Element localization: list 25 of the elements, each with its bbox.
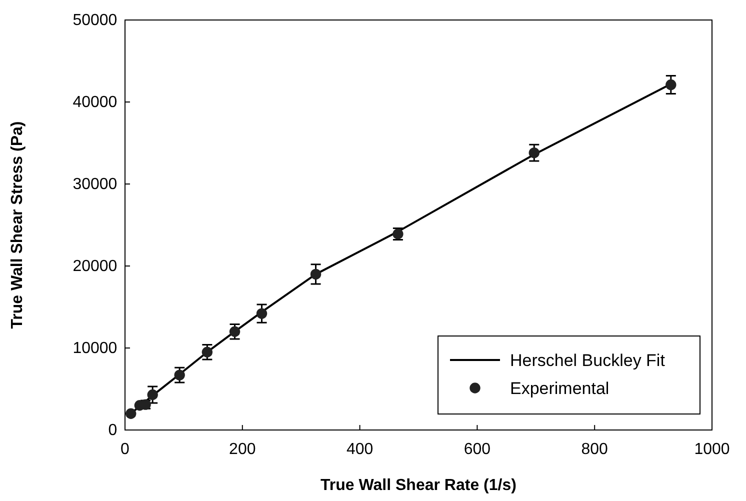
point [147, 389, 158, 400]
legend-label: Herschel Buckley Fit [510, 351, 666, 370]
x-tick-label: 400 [346, 440, 374, 458]
x-tick-label: 800 [581, 440, 608, 458]
y-tick-label: 20000 [72, 258, 118, 276]
point [174, 370, 185, 380]
point [528, 148, 540, 158]
point [310, 268, 322, 280]
legend-label: Experimental [510, 379, 610, 398]
y-tick-label: 50000 [72, 12, 118, 30]
y-axis-title: True Wall Shear Stress (Pa) [9, 121, 26, 329]
y-tick-label: 10000 [72, 340, 118, 358]
point [256, 308, 268, 319]
x-tick-label: 200 [229, 440, 256, 458]
y-tick-label: 30000 [72, 176, 118, 194]
x-tick-label: 600 [464, 440, 491, 458]
point [666, 79, 676, 90]
y-tick-label: 0 [108, 422, 118, 440]
x-axis-title: True Wall Shear Rate (1/s) [320, 477, 516, 494]
point [202, 346, 213, 358]
x-tick-label: 1000 [694, 440, 730, 458]
point [126, 408, 136, 419]
y-tick-label: 40000 [72, 94, 118, 112]
point [229, 326, 240, 337]
x-tick-label: 0 [120, 440, 130, 458]
